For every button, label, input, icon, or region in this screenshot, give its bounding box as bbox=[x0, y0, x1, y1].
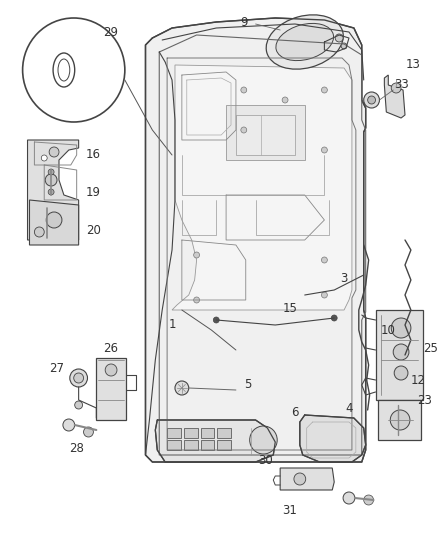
Circle shape bbox=[175, 381, 189, 395]
Text: 28: 28 bbox=[69, 441, 84, 455]
Circle shape bbox=[241, 87, 247, 93]
Circle shape bbox=[321, 87, 327, 93]
Circle shape bbox=[194, 252, 200, 258]
Circle shape bbox=[364, 92, 379, 108]
Text: 20: 20 bbox=[86, 223, 101, 237]
Circle shape bbox=[250, 426, 277, 454]
Circle shape bbox=[321, 147, 327, 153]
Text: 23: 23 bbox=[417, 393, 432, 407]
Circle shape bbox=[321, 257, 327, 263]
Polygon shape bbox=[375, 310, 423, 400]
Text: 6: 6 bbox=[291, 406, 299, 418]
Text: 12: 12 bbox=[410, 374, 425, 386]
Circle shape bbox=[63, 419, 75, 431]
Text: 29: 29 bbox=[103, 26, 119, 38]
Polygon shape bbox=[184, 440, 198, 450]
Polygon shape bbox=[28, 140, 79, 240]
Circle shape bbox=[75, 401, 83, 409]
Text: 33: 33 bbox=[394, 78, 409, 92]
Circle shape bbox=[335, 34, 343, 42]
Circle shape bbox=[394, 366, 408, 380]
Circle shape bbox=[35, 227, 44, 237]
Polygon shape bbox=[217, 440, 231, 450]
Circle shape bbox=[390, 410, 410, 430]
Polygon shape bbox=[167, 440, 181, 450]
Text: 26: 26 bbox=[103, 342, 119, 354]
Circle shape bbox=[367, 96, 375, 104]
Circle shape bbox=[391, 318, 411, 338]
Circle shape bbox=[48, 169, 54, 175]
Text: 30: 30 bbox=[258, 454, 273, 466]
Text: 31: 31 bbox=[283, 504, 297, 516]
Polygon shape bbox=[184, 428, 198, 438]
Circle shape bbox=[45, 174, 57, 186]
Circle shape bbox=[105, 364, 117, 376]
Circle shape bbox=[241, 127, 247, 133]
Polygon shape bbox=[226, 105, 305, 160]
Circle shape bbox=[282, 97, 288, 103]
Text: 4: 4 bbox=[345, 401, 353, 415]
Text: 3: 3 bbox=[340, 271, 348, 285]
Polygon shape bbox=[201, 440, 214, 450]
Circle shape bbox=[391, 83, 401, 93]
Text: 1: 1 bbox=[168, 319, 176, 332]
Polygon shape bbox=[300, 415, 366, 462]
Circle shape bbox=[321, 292, 327, 298]
Circle shape bbox=[341, 43, 347, 49]
Polygon shape bbox=[201, 428, 214, 438]
Ellipse shape bbox=[58, 59, 70, 81]
Ellipse shape bbox=[266, 15, 343, 69]
Circle shape bbox=[84, 427, 93, 437]
Circle shape bbox=[194, 297, 200, 303]
Circle shape bbox=[331, 315, 337, 321]
Circle shape bbox=[294, 473, 306, 485]
Ellipse shape bbox=[53, 53, 75, 87]
Text: 5: 5 bbox=[244, 377, 251, 391]
Polygon shape bbox=[96, 358, 126, 420]
Text: 10: 10 bbox=[381, 324, 396, 336]
Polygon shape bbox=[236, 115, 295, 155]
Circle shape bbox=[41, 155, 47, 161]
Circle shape bbox=[23, 18, 125, 122]
Circle shape bbox=[364, 495, 374, 505]
Polygon shape bbox=[145, 18, 366, 462]
Polygon shape bbox=[217, 428, 231, 438]
Circle shape bbox=[46, 212, 62, 228]
Text: 27: 27 bbox=[49, 361, 64, 375]
Text: 13: 13 bbox=[406, 59, 420, 71]
Polygon shape bbox=[29, 200, 79, 245]
Polygon shape bbox=[280, 468, 334, 490]
Circle shape bbox=[48, 189, 54, 195]
Polygon shape bbox=[167, 428, 181, 438]
Polygon shape bbox=[172, 65, 352, 310]
Text: 9: 9 bbox=[240, 15, 247, 28]
Circle shape bbox=[74, 373, 84, 383]
Ellipse shape bbox=[276, 23, 334, 61]
Circle shape bbox=[49, 147, 59, 157]
Circle shape bbox=[393, 344, 409, 360]
Text: 15: 15 bbox=[283, 302, 297, 314]
Text: 19: 19 bbox=[86, 187, 101, 199]
Polygon shape bbox=[385, 75, 405, 118]
Circle shape bbox=[70, 369, 88, 387]
Polygon shape bbox=[155, 420, 275, 462]
Text: 16: 16 bbox=[86, 149, 101, 161]
Circle shape bbox=[343, 492, 355, 504]
Polygon shape bbox=[378, 400, 421, 440]
Circle shape bbox=[213, 317, 219, 323]
Text: 25: 25 bbox=[423, 342, 438, 354]
